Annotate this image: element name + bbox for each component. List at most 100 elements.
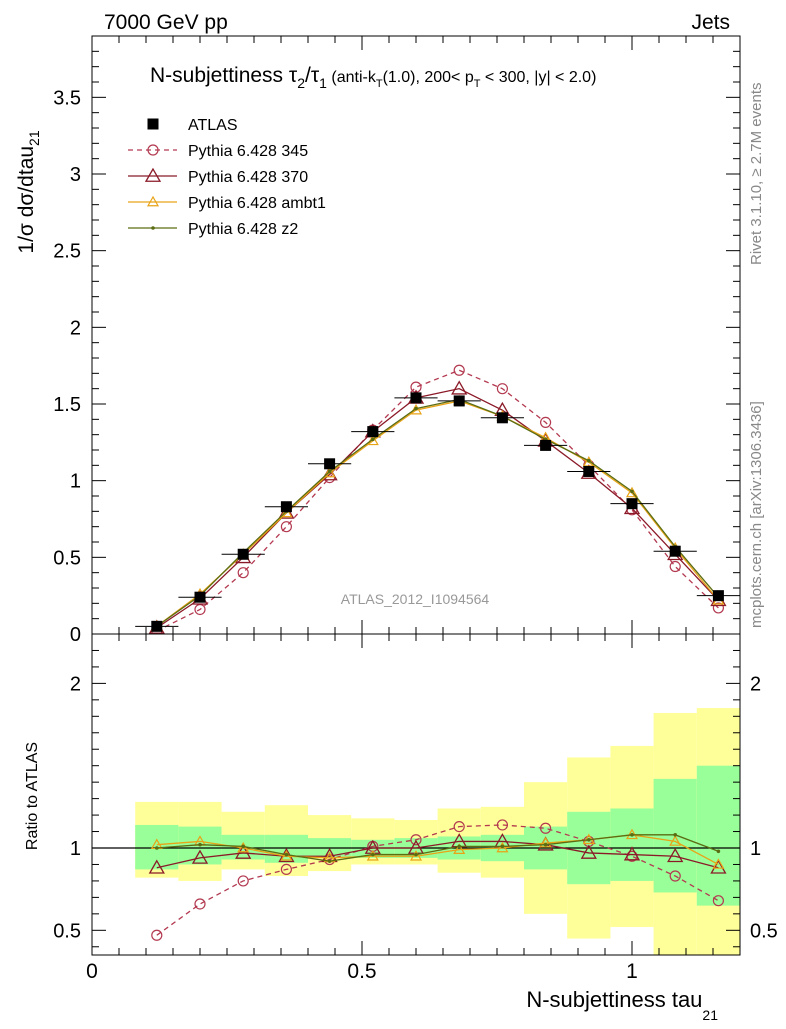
ratio-series-3-point-6 [414,852,418,857]
ratio-series [92,819,740,941]
ratio-series-3-point-10 [587,837,591,842]
ratio-series-0-point-0 [151,929,163,941]
data-point-7 [453,395,465,407]
ratio-series-3-point-13 [716,849,721,854]
main-series-3-point-6 [414,406,418,411]
band-green-11 [610,808,654,881]
ratio-series-1-point-13 [710,859,727,874]
band-green-13 [696,765,740,906]
ratio-series-2-point-8 [496,841,509,853]
legend-label-2: Pythia 6.428 370 [188,169,308,186]
main-series-3-point-4 [327,469,332,474]
ratio-series-3-point-7 [457,844,462,849]
legend-marker-0 [147,118,159,130]
legend-marker-3 [146,195,160,207]
y-tick-label-ratio: 2 [70,673,81,695]
main-series-0-point-7 [453,364,465,376]
y-tick-label-main: 2.5 [53,241,81,263]
y-tick-label-ratio: 0.5 [53,920,81,942]
legend-label-4: Pythia 6.428 z2 [188,221,298,238]
ratio-series-0-point-6 [410,834,422,846]
main-series-1-point-7 [451,380,468,395]
y-tick-label-main: 1 [70,471,81,493]
energy-label: 7000 GeV pp [104,11,228,34]
ratio-series-3-point-12 [673,833,677,837]
y-tick-label-main: 0.5 [53,547,81,569]
rivet-label: Rivet 3.1.10, ≥ 2.7M events [748,83,765,266]
y-tick-label-ratio-right: 1 [750,838,761,860]
ratio-series-3-point-5 [371,852,375,857]
ratio-series-1-point-10 [580,844,597,859]
x-tick-label: 0 [86,960,98,983]
legend-marker-2 [144,167,162,182]
ratio-series-0-point-4 [324,853,336,866]
main-series-3-point-5 [371,437,375,442]
main-series-3-line [156,398,719,627]
ratio-series-1-line [156,840,719,869]
data-point-0 [151,620,163,632]
legend-label-1: Pythia 6.428 345 [188,143,308,160]
data-point-6 [410,392,422,404]
ratio-series-3-point-3 [284,852,289,857]
y-axis-label-main: 1/σ dσ/dtau21 [15,130,42,253]
ratio-series-3-point-0 [155,846,159,850]
ratio-series-2-point-12 [669,835,682,846]
main-series-2-point-5 [366,434,379,446]
main-series-0-point-2 [237,567,249,579]
ratio-uncertainty-bands [135,708,740,955]
ratio-series-2-point-9 [539,836,552,848]
x-tick-label: 0.5 [347,960,376,983]
chart-title: N-subjettiness τ2/τ1 (anti-kT(1.0), 200<… [150,64,596,91]
process-label: Jets [691,11,730,34]
legend: ATLAS Pythia 6.428 345 Pythia 6.428 370 Pyt… [128,117,326,238]
ratio-series-0-point-8 [496,819,508,831]
data-point-12 [669,545,681,557]
y-tick-label-ratio-right: 2 [750,673,761,695]
main-series-2-point-3 [280,506,293,518]
data-point-2 [237,548,249,560]
main-series-2-point-6 [409,403,423,415]
ratio-series-1-point-1 [191,849,209,864]
ratio-series-3-point-9 [543,842,548,847]
analysis-tag: ATLAS_2012_I1094564 [341,591,490,607]
main-series-2-point-4 [323,466,336,478]
legend-marker-4 [151,226,155,230]
data-point-1 [194,591,206,603]
ratio-series-3-line [156,834,719,862]
main-series [135,364,740,634]
ratio-series-1-point-12 [667,847,684,863]
y-tick-label-main: 1.5 [53,394,81,416]
ratio-series-3-point-4 [327,859,332,863]
data-point-10 [583,465,595,477]
main-series-0-point-8 [496,383,508,395]
y-tick-label-ratio-right: 0.5 [750,920,778,942]
data-point-11 [626,498,638,510]
ratio-series-3-point-2 [241,844,245,849]
data-point-13 [712,590,724,602]
y-axis-label-ratio: Ratio to ATLAS [24,742,41,850]
ratio-series-1-point-0 [148,859,165,874]
ratio-series-3-point-1 [198,842,202,847]
data-point-3 [280,501,292,513]
ratio-series-2-point-13 [712,858,725,869]
ratio-series-0-point-9 [539,822,552,834]
legend-marker-1 [147,144,159,156]
main-series-0-point-13 [712,602,725,614]
y-tick-label-ratio: 1 [70,838,81,860]
mcplots-label: mcplots.cern.ch [arXiv:1306.3436] [748,401,765,628]
ratio-series-3-point-11 [630,833,634,837]
axis-ticks: 0 0.5 100.511.522.533.50.5 0.51 12 2 [53,36,778,983]
ratio-series-3-point-8 [500,844,505,849]
x-tick-label: 1 [626,960,638,983]
main-series-0-point-12 [669,560,681,573]
ratio-series-1-point-11 [623,846,641,861]
main-series-2-line [156,400,719,627]
main-series-2-point-11 [625,486,639,498]
data-point-5 [367,426,379,438]
y-tick-label-main: 0 [70,624,81,646]
main-series-1-line [156,387,719,629]
ratio-series-0-point-2 [237,875,249,887]
ratio-series-0-point-3 [280,863,292,876]
